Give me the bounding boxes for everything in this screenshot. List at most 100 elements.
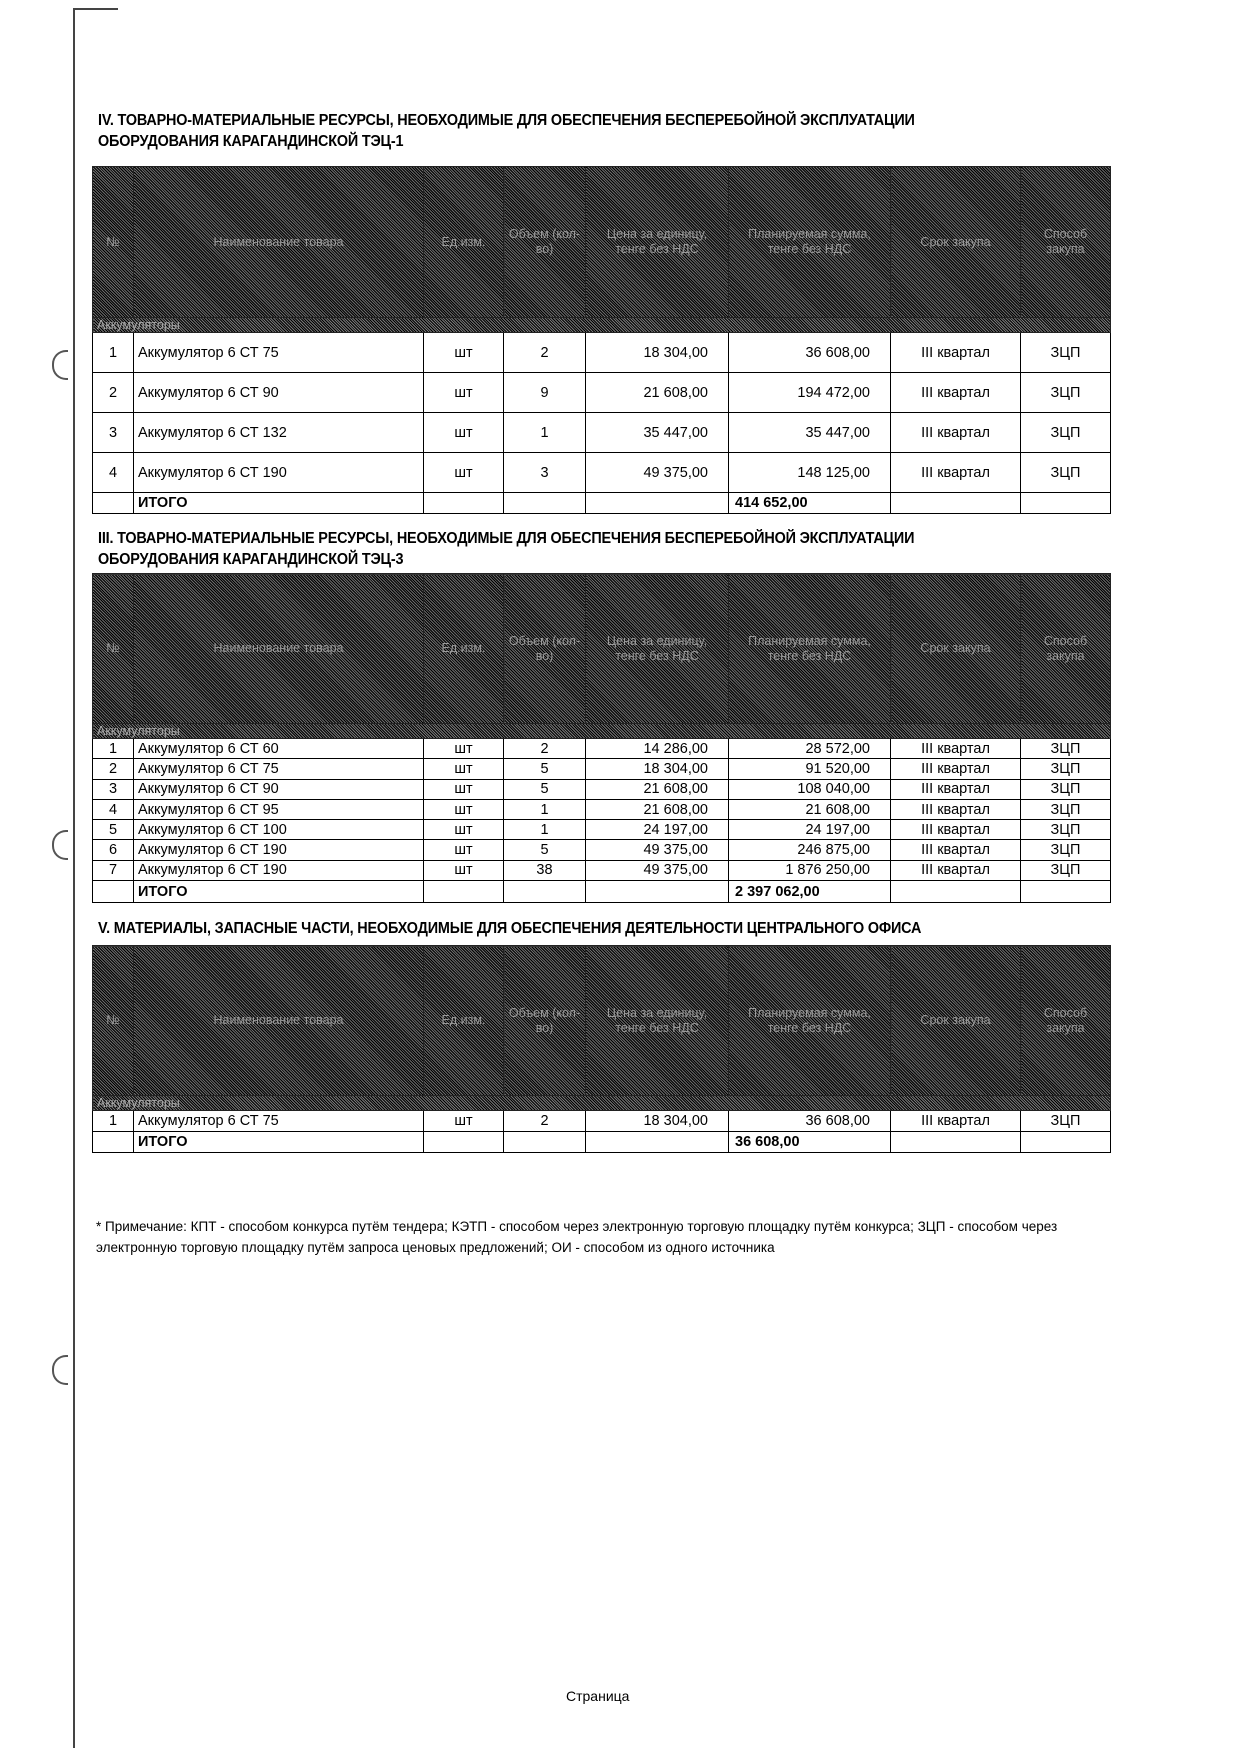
column-header: Цена за единицу, тенге без НДС [585,945,729,1096]
table-cell: 3 [503,452,586,493]
table-cell: 6 [92,839,134,861]
empty-cell [92,880,134,904]
table-cell: 108 040,00 [728,778,891,800]
empty-cell [890,492,1021,514]
table-cell: шт [423,798,504,821]
table-cell: 38 [503,859,586,882]
empty-cell [423,880,504,904]
table-cell: 246 875,00 [728,839,891,861]
table-cell: 2 [503,1110,586,1132]
table-cell: 2 [92,372,134,413]
table-cell: III квартал [890,1110,1021,1132]
column-header: Ед.изм. [423,573,504,724]
column-header: Способ закупа [1020,166,1111,318]
group-label: Аккумуляторы [92,317,1111,333]
table-cell: III квартал [890,859,1021,882]
total-label: ИТОГО [133,880,424,904]
table-cell: Аккумулятор 6 СТ 60 [133,737,424,760]
section-title: V. МАТЕРИАЛЫ, ЗАПАСНЫЕ ЧАСТИ, НЕОБХОДИМЫ… [98,918,921,939]
column-header: Цена за единицу, тенге без НДС [585,166,729,318]
table-cell: 18 304,00 [585,332,729,373]
empty-cell [1020,1131,1111,1153]
table-cell: 1 [503,412,586,453]
table-cell: 9 [503,372,586,413]
table-cell: III квартал [890,412,1021,453]
column-header: Ед.изм. [423,166,504,318]
table-cell: шт [423,412,504,453]
table-row: 1 Аккумулятор 6 СТ 60 шт 2 14 286,00 28 572,0… [92,737,1111,760]
table-cell: шт [423,839,504,861]
table-cell: 49 375,00 [585,452,729,493]
scan-margin-line [73,8,75,1748]
table-cell: 91 520,00 [728,758,891,780]
total-label: ИТОГО [133,1131,424,1153]
column-header: Способ закупа [1020,573,1111,724]
punch-hole [52,830,68,860]
empty-cell [1020,880,1111,904]
table-cell: III квартал [890,332,1021,373]
table-cell: шт [423,737,504,760]
table-cell: 4 [92,798,134,821]
table-cell: 5 [503,778,586,800]
table-cell: III квартал [890,737,1021,760]
table-cell: 1 [92,332,134,373]
table-cell: шт [423,758,504,780]
section-title: IV. ТОВАРНО-МАТЕРИАЛЬНЫЕ РЕСУРСЫ, НЕОБХО… [98,110,915,152]
column-header: № [92,166,134,318]
table-header: № Наименование товара Ед.изм. Объем (кол-во… [92,573,1111,724]
table-cell: шт [423,452,504,493]
empty-cell [92,492,134,514]
table-cell: ЗЦП [1020,778,1111,800]
table-cell: III квартал [890,798,1021,821]
table-cell: 21 608,00 [585,372,729,413]
table-header: № Наименование товара Ед.изм. Объем (кол-во… [92,945,1111,1096]
table-cell: 1 [92,1110,134,1132]
empty-cell [423,1131,504,1153]
section-title-line: ОБОРУДОВАНИЯ КАРАГАНДИНСКОЙ ТЭЦ-3 [98,551,404,568]
table-cell: 24 197,00 [728,819,891,841]
section-title-line: ОБОРУДОВАНИЯ КАРАГАНДИНСКОЙ ТЭЦ-1 [98,133,404,150]
column-header: № [92,573,134,724]
section-title: III. ТОВАРНО-МАТЕРИАЛЬНЫЕ РЕСУРСЫ, НЕОБХ… [98,528,914,570]
table-cell: Аккумулятор 6 СТ 90 [133,778,424,800]
table-cell: шт [423,332,504,373]
empty-cell [585,1131,729,1153]
table-cell: ЗЦП [1020,452,1111,493]
table-cell: 1 876 250,00 [728,859,891,882]
empty-cell [503,1131,586,1153]
table-row: 2 Аккумулятор 6 СТ 75 шт 5 18 304,00 91 520,0… [92,758,1111,780]
table-cell: 49 375,00 [585,859,729,882]
table-cell: 21 608,00 [585,778,729,800]
table-cell: III квартал [890,758,1021,780]
group-label: Аккумуляторы [92,723,1111,739]
total-value: 36 608,00 [728,1131,891,1153]
table-cell: 28 572,00 [728,737,891,760]
table-cell: шт [423,859,504,882]
table-row: 4 Аккумулятор 6 СТ 95 шт 1 21 608,00 21 608,0… [92,798,1111,821]
table-cell: ЗЦП [1020,412,1111,453]
total-value: 414 652,00 [728,492,891,514]
table-row: 6 Аккумулятор 6 СТ 190 шт 5 49 375,00 246 875… [92,839,1111,861]
table-row: 2 Аккумулятор 6 СТ 90 шт 9 21 608,00 194 472,… [92,372,1111,413]
column-header: Наименование товара [133,945,424,1096]
table-row: 3 Аккумулятор 6 СТ 132 шт 1 35 447,00 35 447,… [92,412,1111,453]
column-header: Планируемая сумма, тенге без НДС [728,945,891,1096]
column-header: Срок закупа [890,573,1021,724]
total-label: ИТОГО [133,492,424,514]
total-row: ИТОГО 36 608,00 [92,1131,1111,1153]
table-cell: Аккумулятор 6 СТ 75 [133,1110,424,1132]
table-cell: 18 304,00 [585,1110,729,1132]
table-cell: 2 [503,737,586,760]
table-cell: 14 286,00 [585,737,729,760]
footnote: * Примечание: КПТ - способом конкурса пу… [96,1219,1058,1255]
column-header: Цена за единицу, тенге без НДС [585,573,729,724]
total-row: ИТОГО 2 397 062,00 [92,880,1111,904]
punch-hole [52,350,68,380]
table-cell: ЗЦП [1020,737,1111,760]
table-cell: 18 304,00 [585,758,729,780]
column-header: Планируемая сумма, тенге без НДС [728,166,891,318]
scan-margin-mark [73,8,118,10]
group-label: Аккумуляторы [92,1095,1111,1111]
table-cell: 1 [503,819,586,841]
column-header: Объем (кол-во) [503,166,586,318]
